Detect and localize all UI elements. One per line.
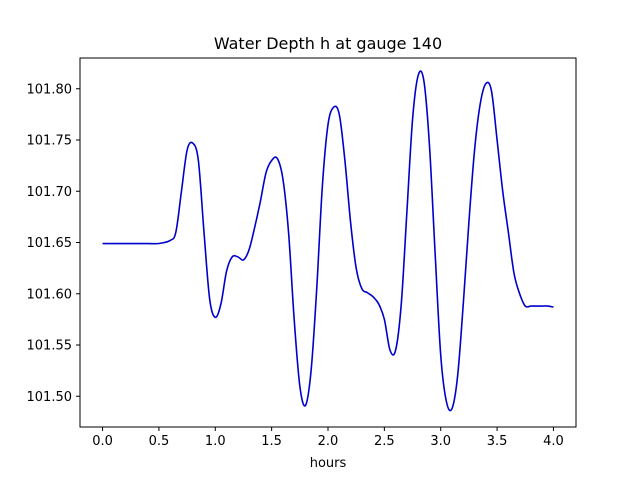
- chart-title: Water Depth h at gauge 140: [214, 34, 442, 53]
- x-tick-label: 1.5: [261, 434, 282, 449]
- x-tick-label: 2.5: [374, 434, 395, 449]
- y-tick-label: 101.70: [27, 185, 73, 200]
- y-tick-label: 101.75: [27, 134, 73, 149]
- y-tick-label: 101.60: [27, 287, 73, 302]
- plot-frame: [79, 57, 577, 428]
- x-tick-label: 0.5: [149, 434, 170, 449]
- x-axis-label: hours: [310, 456, 347, 471]
- y-tick-label: 101.65: [27, 236, 73, 251]
- series-line-0: [102, 70, 554, 412]
- y-tick-label: 101.50: [27, 390, 73, 405]
- x-tick-label: 0.0: [92, 434, 113, 449]
- x-tick-label: 3.0: [430, 434, 451, 449]
- x-tick-label: 1.0: [205, 434, 226, 449]
- y-tick-label: 101.80: [27, 82, 73, 97]
- y-tick-label: 101.55: [27, 339, 73, 354]
- x-axis: 0.0 0.5 1.0 1.5 2.0 2.5 3.0 3.5 4.0: [92, 427, 564, 449]
- series-layer: [102, 70, 554, 412]
- plot-area: [79, 57, 577, 428]
- x-tick-label: 2.0: [318, 434, 339, 449]
- x-tick-label: 3.5: [487, 434, 508, 449]
- y-axis: 101.50 101.55 101.60 101.65 101.70 101.75 101.…: [27, 82, 80, 405]
- x-tick-label: 4.0: [543, 434, 564, 449]
